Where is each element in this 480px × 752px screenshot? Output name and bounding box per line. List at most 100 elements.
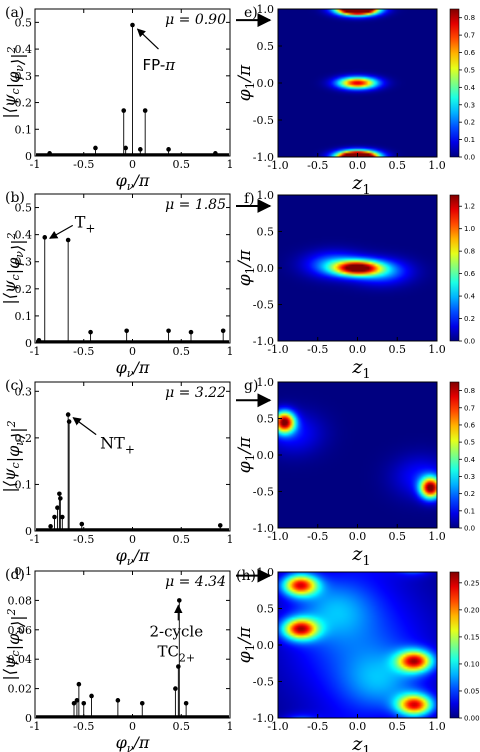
x-tick-label: -0.5 — [73, 533, 94, 546]
x-axis-label: z1 — [351, 172, 370, 198]
y-axis-label: φ1/π — [235, 64, 257, 101]
colorbar-tick-label: 0.0 — [464, 525, 475, 533]
colorbar-tick-label: 0.3 — [464, 101, 475, 109]
data-point — [139, 701, 145, 706]
data-point — [76, 681, 82, 687]
y-tick-label: 0.4 — [15, 43, 33, 56]
y-tick-label: 0 — [25, 525, 32, 538]
colorbar-tick-label: 0.0 — [464, 154, 475, 162]
x-axis-label: φν/π — [116, 546, 150, 568]
x-tick-label: -1 — [30, 345, 41, 358]
x-axis-label: φν/π — [116, 733, 150, 752]
x-tick-label: 0 — [129, 158, 136, 171]
colorbar-tick-label: 0.8 — [464, 14, 475, 22]
y-tick-label: -0.5 — [253, 676, 274, 689]
data-point — [166, 147, 171, 152]
colorbar-tick-label: 0.6 — [464, 421, 476, 429]
x-tick-label: 0.5 — [173, 158, 191, 171]
y-tick-label: 0.02 — [8, 683, 33, 696]
colorbar-tick-label: 0.5 — [464, 439, 475, 447]
y-tick-label: 0.2 — [15, 432, 33, 445]
data-point — [55, 505, 60, 511]
x-tick-label: 1 — [227, 533, 234, 546]
colorbar-tick-label: 0.15 — [464, 633, 480, 641]
heatmap-panel: -1.0-1.0 -0.5 -0.5 0.0 0.0 0.5 0.5 1.0 1.0 z1 φ1/π… — [235, 3, 476, 198]
x-axis-label: z1 — [351, 543, 370, 569]
y-tick-label: -1.0 — [253, 522, 274, 535]
y-tick-label: 0.5 — [257, 603, 275, 616]
annotation-label: T+ — [75, 212, 96, 235]
x-tick-label: -0.5 — [73, 158, 94, 171]
data-point — [188, 329, 194, 335]
heatmap-image — [278, 382, 437, 528]
y-tick-label: 0.1 — [15, 123, 33, 136]
y-tick-label: 0.5 — [257, 40, 275, 53]
x-tick-label: 0.5 — [389, 530, 407, 543]
x-tick-label: -0.5 — [307, 343, 328, 356]
y-tick-label: -0.5 — [253, 299, 274, 312]
x-axis-label: z1 — [351, 356, 370, 382]
y-tick-label: 0.0 — [257, 449, 275, 462]
data-point — [47, 151, 52, 156]
panel-label: (a) — [5, 5, 24, 21]
data-point — [176, 664, 181, 669]
x-tick-label: -1.0 — [267, 720, 288, 733]
y-tick-label: 0.0 — [257, 77, 275, 90]
x-tick-label: 1.0 — [428, 159, 446, 172]
y-tick-label: 0.3 — [15, 70, 33, 83]
heatmap-panel: -1.0-1.0 -0.5 -0.5 0.0 0.0 0.5 0.5 1.0 1.0 z1 φ1/π… — [235, 189, 476, 382]
colorbar-tick-label: 0.0 — [464, 338, 475, 346]
data-point — [130, 22, 135, 28]
y-tick-label: 0.1 — [15, 565, 33, 578]
heatmap-panel: -1.0-1.0 -0.5 -0.5 0.0 0.0 0.5 0.5 1.0 1.0 z1 φ1/π… — [235, 376, 476, 569]
colorbar — [449, 381, 460, 529]
y-tick-label: 0 — [25, 337, 32, 350]
data-point — [81, 701, 87, 706]
mu-label: μ = 4.34 — [165, 574, 226, 590]
y-tick-label: 0.5 — [257, 226, 275, 239]
panel-label: (c) — [5, 378, 24, 394]
colorbar-tick-label: 0.8 — [464, 248, 475, 256]
y-tick-label: 0.2 — [15, 283, 33, 296]
colorbar-tick-label: 0.05 — [464, 687, 480, 695]
x-tick-label: 0.0 — [349, 720, 367, 733]
colorbar-tick-label: 1.2 — [464, 203, 475, 211]
data-point — [213, 151, 218, 156]
panel-label: g) — [244, 378, 258, 394]
heatmap-image — [278, 9, 437, 157]
stem-panel: 0 0.1 0.2 0.3 0.4 0.5 -1 -0.5 0 0.5 1 (a) μ = 0.90 |⟨… — [0, 5, 234, 193]
colorbar-tick-label: 0.25 — [464, 579, 480, 587]
x-tick-label: 0 — [129, 720, 136, 733]
panel-label: e) — [244, 5, 258, 21]
colorbar-tick-label: 0.7 — [464, 32, 475, 40]
annotation-arrow — [49, 224, 74, 239]
data-point — [173, 686, 178, 691]
panel-label: (b) — [5, 190, 25, 206]
x-tick-label: -1 — [30, 158, 41, 171]
colorbar-tick-label: 0.20 — [464, 606, 480, 614]
panel-label: (d) — [5, 567, 25, 583]
data-point — [121, 108, 127, 113]
colorbar-tick-label: 0.4 — [464, 456, 476, 464]
y-tick-label: 0.0 — [257, 262, 275, 275]
data-point — [74, 698, 80, 703]
mu-label: μ = 0.90 — [165, 12, 226, 28]
colorbar-tick-label: 0.2 — [464, 490, 475, 498]
y-tick-label: -0.5 — [253, 486, 274, 499]
colorbar-tick-label: 0.10 — [464, 660, 480, 668]
y-tick-label: 0.04 — [8, 653, 33, 666]
y-tick-label: 0.1 — [15, 310, 33, 323]
data-point — [166, 328, 171, 334]
data-point — [71, 701, 77, 706]
data-point — [183, 701, 189, 706]
x-tick-label: 0.5 — [173, 345, 191, 358]
stem-panel: 0 0.1 0.2 0.3 -1 -0.5 0 0.5 1 (c) μ = 3.22 |⟨ψc|φν⟩… — [0, 378, 234, 568]
data-point — [57, 491, 62, 497]
colorbar-tick-label: 0.4 — [464, 293, 476, 301]
y-tick-label: 0.2 — [15, 97, 33, 110]
y-tick-label: -1.0 — [253, 335, 274, 348]
x-tick-label: 0.5 — [389, 159, 407, 172]
data-point — [217, 523, 223, 528]
x-axis-label: φν/π — [116, 171, 150, 193]
